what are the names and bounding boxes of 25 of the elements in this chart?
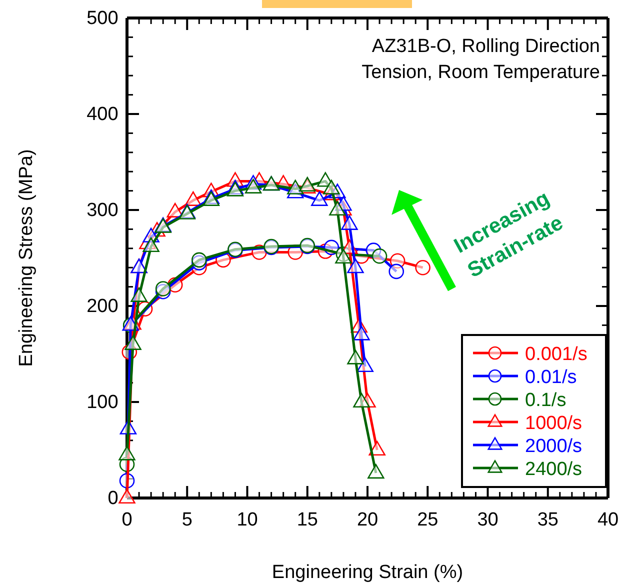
x-tick-label: 30 [477, 510, 498, 531]
x-tick-label: 35 [537, 510, 558, 531]
legend-label: 0.1/s [525, 390, 566, 411]
y-axis-title: Engineering Stress (MPa) [16, 149, 37, 367]
y-tick-label: 100 [86, 392, 118, 414]
annotation: Tension, Room Temperature [362, 62, 600, 83]
legend-label: 0.01/s [525, 367, 577, 388]
x-tick-label: 40 [597, 510, 619, 531]
y-tick-label: 0 [108, 488, 118, 510]
x-tick-label: 25 [417, 510, 438, 531]
annotation: AZ31B-O, Rolling Direction [372, 36, 600, 57]
y-tick-label: 300 [86, 200, 118, 222]
legend-label: 2000/s [525, 436, 582, 457]
y-tick-label: 200 [86, 296, 118, 318]
y-tick-label: 500 [86, 8, 118, 30]
legend-label: 2400/s [525, 459, 582, 480]
x-tick-label: 20 [356, 510, 378, 531]
legend-label: 1000/s [525, 413, 582, 434]
legend-label: 0.001/s [525, 344, 588, 365]
x-tick-label: 15 [296, 510, 318, 531]
x-tick-label: 10 [236, 510, 258, 531]
x-tick-label: 0 [122, 510, 132, 531]
y-tick-label: 400 [86, 104, 118, 126]
x-tick-label: 5 [182, 510, 192, 531]
x-axis-title: Engineering Strain (%) [272, 562, 464, 583]
